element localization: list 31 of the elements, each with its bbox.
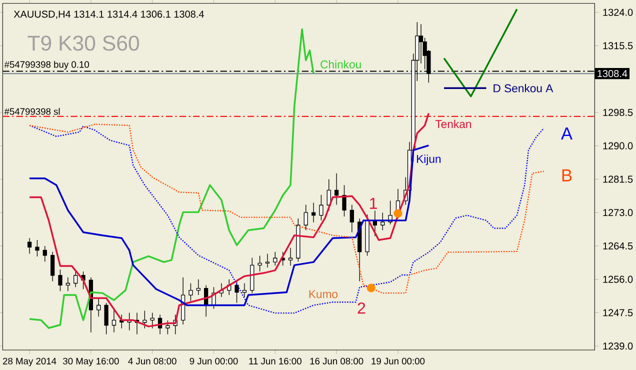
y-tick-label: 1256.0 — [603, 276, 633, 283]
x-tick-label: 19 Jun 00:00 — [372, 358, 425, 364]
annotation: 1 — [370, 198, 377, 209]
ref-line-label: #54799398 buy 0.10 — [4, 60, 90, 70]
annotation: 2 — [358, 302, 366, 314]
y-tick-label: 1281.5 — [603, 176, 633, 183]
ref-line-label: 1308.4 — [598, 70, 628, 78]
x-tick-label: 4 Jun 08:00 — [128, 358, 176, 364]
y-tick-label: 1290.0 — [603, 142, 633, 150]
y-tick-label: 1273.0 — [603, 209, 633, 216]
x-tick-label: 16 Jun 08:00 — [310, 358, 364, 364]
annotation: Kumo — [309, 290, 338, 298]
y-tick-label: 1298.5 — [603, 108, 633, 116]
x-tick-label: 9 Jun 00:00 — [190, 358, 238, 364]
series-label: B — [562, 169, 572, 182]
x-tick-label: 11 Jun 16:00 — [249, 358, 302, 364]
series-label: A — [561, 128, 572, 140]
y-tick-label: 1264.5 — [603, 242, 633, 250]
text: XAUUSD,H4 1314.1 1314.4 1306.1 1308.4 — [14, 10, 204, 19]
y-tick-label: 1247.5 — [603, 309, 633, 316]
series-label: Kijun — [416, 154, 441, 166]
x-tick-label: 28 May 2014 — [3, 358, 56, 366]
series-label: Tenkan — [435, 120, 471, 128]
x-tick-label: 30 May 16:00 — [63, 358, 119, 366]
y-tick-label: 1315.5 — [603, 42, 633, 50]
annotation: T9 K30 S60 — [28, 36, 140, 51]
ref-line-label: #54799398 sl — [4, 108, 60, 115]
series-label: D Senkou A — [494, 84, 554, 92]
y-tick-label: 1239.0 — [603, 342, 633, 350]
y-tick-label: 1324.0 — [603, 8, 633, 16]
series-label: Chinkou — [320, 60, 361, 68]
